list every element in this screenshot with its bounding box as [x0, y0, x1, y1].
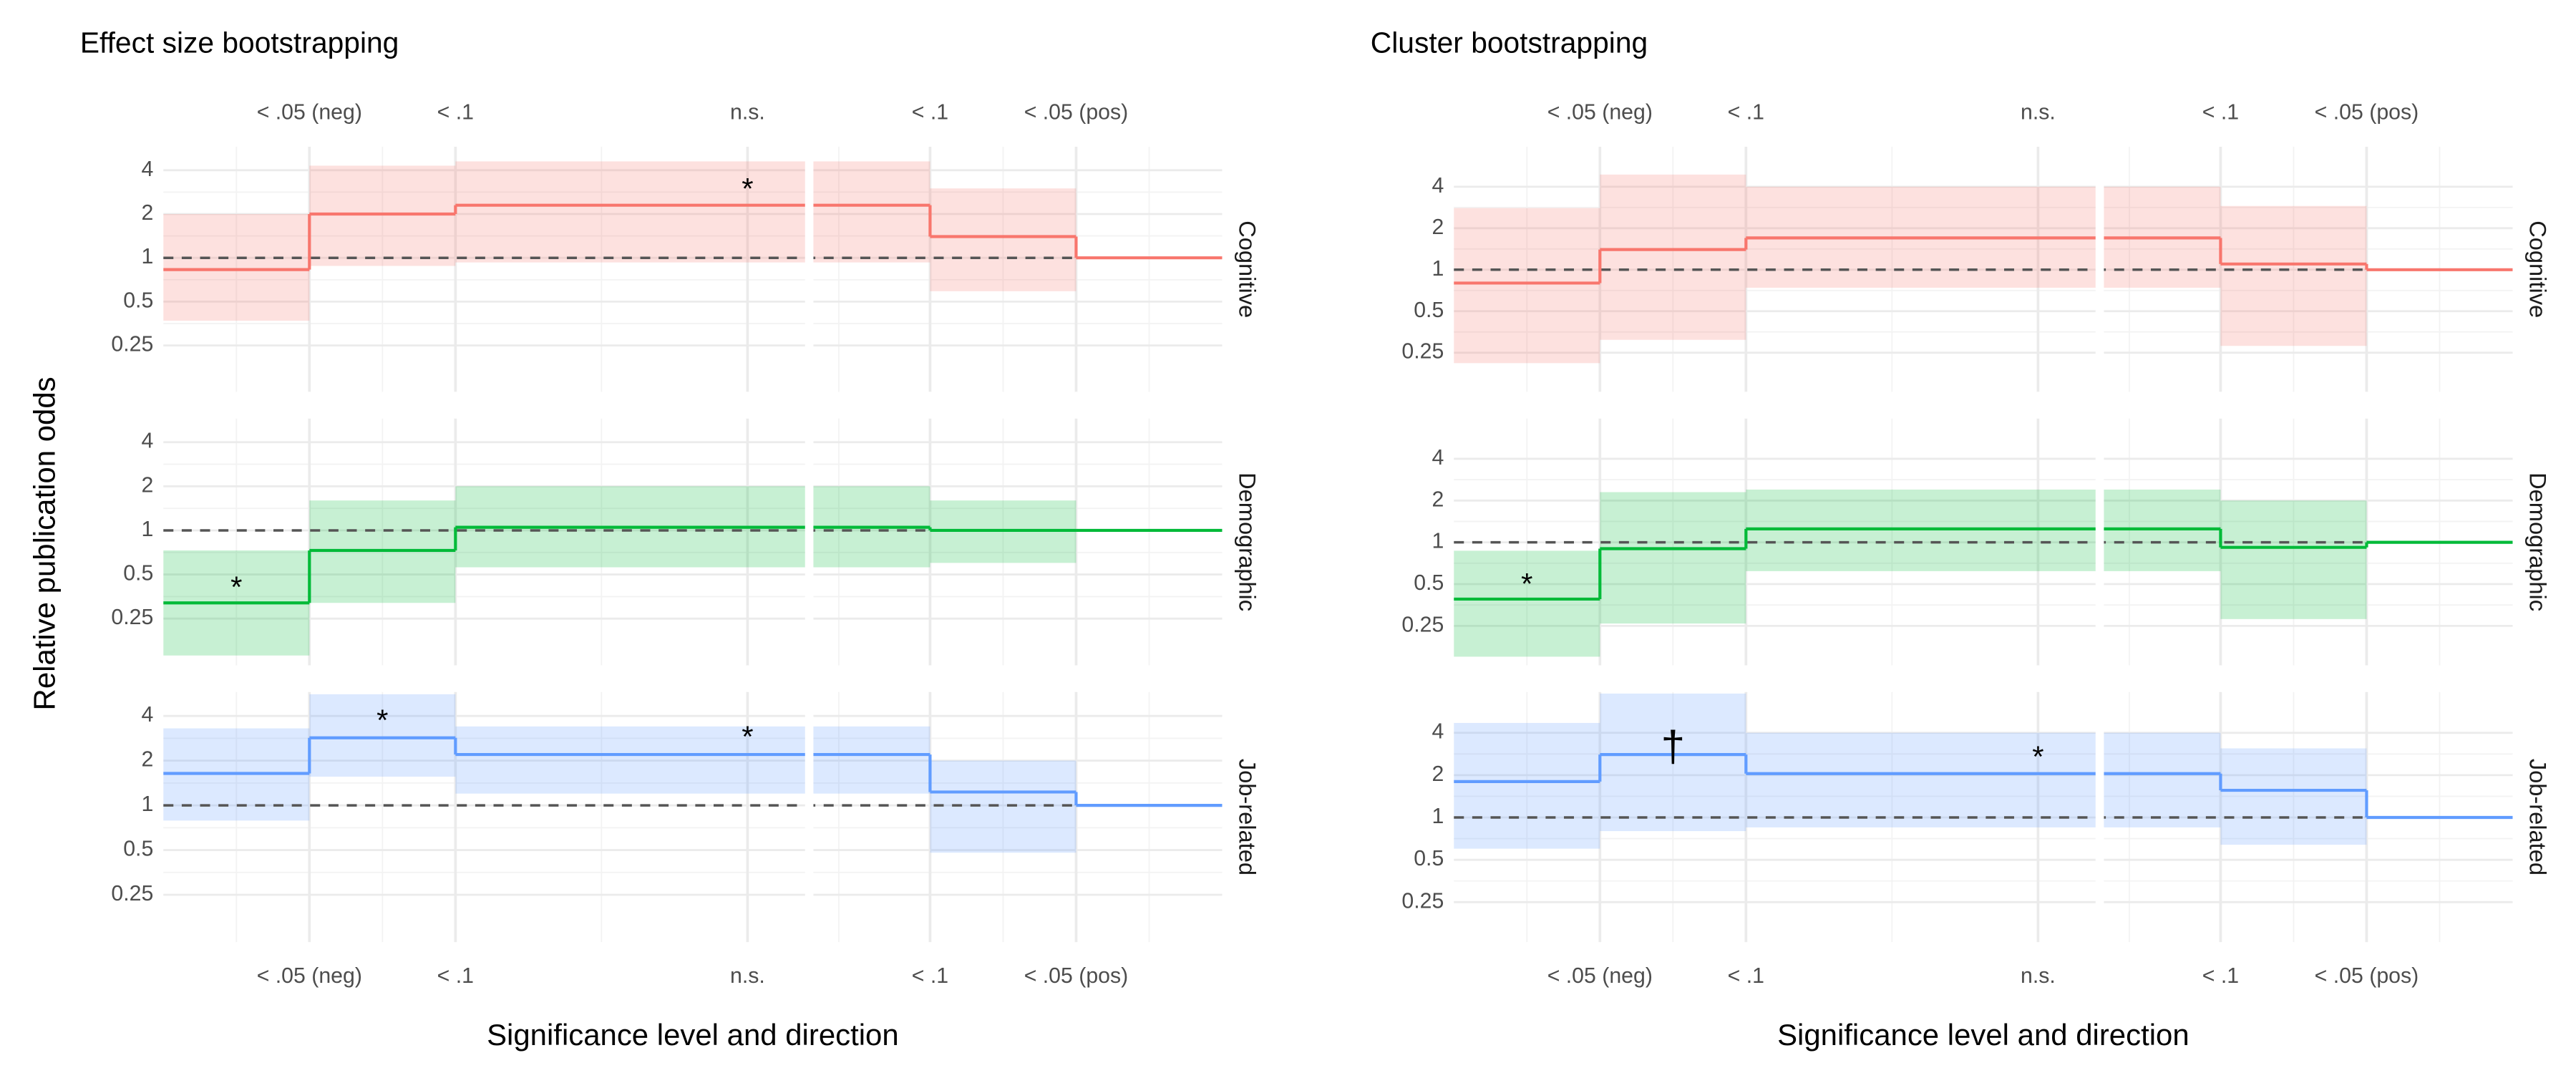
- facet-label: Cognitive: [1234, 220, 1260, 318]
- ci-band: [1454, 722, 1600, 849]
- y-tick-label: 4: [141, 429, 153, 453]
- y-tick-label: 0.25: [111, 606, 153, 629]
- significance-marker: *: [230, 570, 242, 603]
- ci-band: [2220, 500, 2367, 619]
- y-tick-label: 0.25: [1401, 340, 1444, 364]
- panel-gap: [805, 418, 814, 666]
- chart-title: Effect size bootstrapping: [80, 26, 399, 59]
- x-tick-label: < .1: [912, 100, 948, 124]
- x-tick-label: < .05 (pos): [1024, 100, 1129, 124]
- panel-gap: [2095, 691, 2104, 943]
- x-tick-label: < .1: [437, 964, 474, 988]
- ci-band: [930, 760, 1076, 853]
- panel-gap: [805, 146, 814, 392]
- y-tick-label: 4: [141, 157, 153, 181]
- facet-label: Job-related: [2524, 759, 2551, 875]
- ci-band: [455, 161, 930, 263]
- x-tick-label: < .1: [912, 964, 948, 988]
- y-tick-label: 4: [1432, 174, 1444, 198]
- ci-band: [2220, 205, 2367, 346]
- y-tick-label: 1: [1432, 805, 1444, 828]
- significance-marker: *: [376, 704, 388, 737]
- ci-band: [309, 165, 456, 266]
- y-tick-label: 0.25: [1401, 613, 1444, 636]
- chart-title: Cluster bootstrapping: [1371, 26, 1648, 59]
- y-tick-label: 2: [1432, 762, 1444, 786]
- x-axis-title: Significance level and direction: [1777, 1018, 2189, 1052]
- x-tick-label: n.s.: [730, 100, 765, 124]
- y-tick-label: 0.5: [123, 837, 153, 861]
- y-tick-label: 2: [1432, 487, 1444, 511]
- significance-marker: *: [742, 720, 753, 754]
- x-tick-label: < .05 (neg): [1547, 100, 1653, 124]
- x-tick-label: < .1: [2202, 964, 2239, 988]
- significance-marker: *: [742, 172, 753, 205]
- x-tick-label: < .05 (neg): [257, 964, 362, 988]
- significance-marker: *: [2032, 740, 2043, 774]
- y-tick-label: 0.25: [1401, 889, 1444, 913]
- y-tick-label: 1: [1432, 257, 1444, 281]
- ci-band: [930, 188, 1076, 291]
- x-axis-title: Significance level and direction: [487, 1018, 899, 1052]
- ci-band: [309, 694, 456, 777]
- y-tick-label: 0.25: [111, 882, 153, 906]
- x-tick-label: < .05 (pos): [1024, 964, 1129, 988]
- y-tick-label: 1: [141, 792, 153, 816]
- x-tick-label: < .05 (pos): [2315, 964, 2419, 988]
- ci-band: [1600, 693, 1746, 832]
- y-tick-label: 4: [1432, 446, 1444, 470]
- x-tick-label: < .1: [1728, 100, 1764, 124]
- x-tick-label: < .05 (neg): [1547, 964, 1653, 988]
- significance-marker: †: [1661, 722, 1685, 770]
- y-tick-label: 1: [141, 518, 153, 541]
- ci-band: [1454, 550, 1600, 657]
- ci-band: [1600, 174, 1746, 340]
- ci-band: [1454, 208, 1600, 364]
- facet-label: Demographic: [1234, 472, 1260, 611]
- ci-band: [455, 726, 930, 794]
- y-tick-label: 4: [141, 703, 153, 727]
- x-tick-label: < .1: [2202, 100, 2239, 124]
- facet-label: Cognitive: [2524, 220, 2551, 318]
- y-tick-label: 2: [141, 201, 153, 225]
- panel-gap: [805, 691, 814, 943]
- ci-band: [1746, 732, 2221, 827]
- y-tick-label: 0.5: [1414, 847, 1444, 870]
- y-tick-label: 2: [141, 473, 153, 497]
- x-tick-label: < .05 (neg): [257, 100, 362, 124]
- ci-band: [2220, 748, 2367, 845]
- y-tick-label: 1: [141, 245, 153, 268]
- x-tick-label: < .1: [1728, 964, 1764, 988]
- x-tick-label: < .05 (pos): [2315, 100, 2419, 124]
- x-tick-label: < .1: [437, 100, 474, 124]
- ci-band: [163, 214, 310, 321]
- panel-gap: [2095, 146, 2104, 392]
- facet-label: Job-related: [1234, 759, 1260, 875]
- x-tick-label: n.s.: [730, 964, 765, 988]
- y-tick-label: 2: [1432, 215, 1444, 239]
- y-tick-label: 1: [1432, 530, 1444, 553]
- y-tick-label: 0.5: [1414, 571, 1444, 595]
- y-tick-label: 4: [1432, 720, 1444, 744]
- x-tick-label: n.s.: [2021, 964, 2056, 988]
- y-tick-label: 2: [141, 748, 153, 772]
- y-tick-label: 0.25: [111, 333, 153, 356]
- panel-gap: [2095, 418, 2104, 666]
- x-tick-label: n.s.: [2021, 100, 2056, 124]
- significance-marker: *: [1521, 567, 1532, 601]
- y-tick-label: 0.5: [123, 562, 153, 586]
- ci-band: [1600, 492, 1746, 624]
- y-tick-label: 0.5: [123, 288, 153, 312]
- facet-label: Demographic: [2524, 472, 2551, 611]
- y-axis-title: Relative publication odds: [27, 377, 61, 710]
- y-tick-label: 0.5: [1414, 298, 1444, 322]
